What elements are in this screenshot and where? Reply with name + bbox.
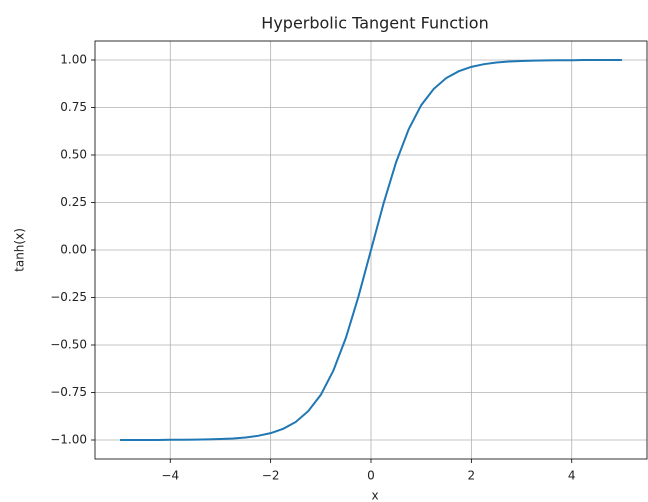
y-tick-label: 0.50 <box>60 148 87 162</box>
x-tick-label: 4 <box>568 469 576 483</box>
y-tick-label: 0.00 <box>60 243 87 257</box>
y-tick-label: −1.00 <box>50 433 87 447</box>
y-axis-label: tanh(x) <box>13 228 27 272</box>
y-tick-label: −0.25 <box>50 290 87 304</box>
y-tick-label: 1.00 <box>60 53 87 67</box>
tanh-line <box>120 59 622 441</box>
x-axis-label: x <box>371 489 378 502</box>
y-tick-label: 0.25 <box>60 195 87 209</box>
x-tick-label: −4 <box>161 469 179 483</box>
y-tick-label: −0.75 <box>50 385 87 399</box>
x-tick-label: 2 <box>468 469 476 483</box>
y-tick-label: −0.50 <box>50 338 87 352</box>
y-tick-label: 0.75 <box>60 100 87 114</box>
plot-frame <box>94 40 648 460</box>
chart-title: Hyperbolic Tangent Function <box>261 14 488 33</box>
x-tick-label: −2 <box>262 469 280 483</box>
x-tick-label: 0 <box>367 469 375 483</box>
